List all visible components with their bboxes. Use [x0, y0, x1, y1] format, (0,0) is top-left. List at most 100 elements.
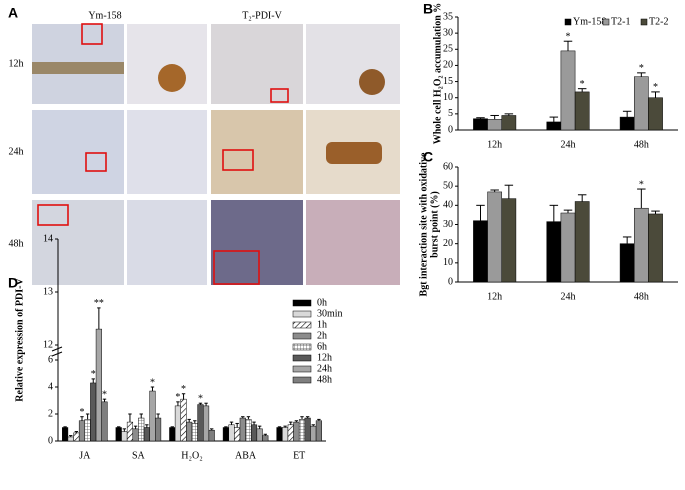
- break-mark: [51, 351, 63, 357]
- y-tick-label: 0: [448, 124, 453, 135]
- bar: [574, 201, 590, 283]
- bar: [546, 221, 562, 283]
- significance-mark: **: [94, 298, 104, 309]
- x-tick-label: SA: [132, 450, 146, 461]
- y-tick-label: 25: [443, 44, 453, 55]
- significance-mark: *: [653, 82, 658, 93]
- y-tick-label: 4: [48, 381, 53, 392]
- bar: [101, 401, 108, 442]
- bar: [633, 207, 649, 283]
- y-axis-label: Whole cell H₂O₂ accumulation %: [432, 3, 443, 145]
- bar: [197, 404, 204, 442]
- micrographs: [32, 23, 400, 285]
- y-tick-label: 6: [48, 354, 53, 365]
- bar: [73, 432, 80, 442]
- legend-label: 0h: [317, 297, 327, 308]
- highlight-box: [85, 152, 107, 172]
- y-tick-label: 2: [48, 408, 53, 419]
- bar: [487, 119, 503, 131]
- column-label: Ym-158: [88, 10, 121, 21]
- row-label: 12h: [9, 58, 24, 69]
- bar: [95, 328, 102, 442]
- bar: [315, 420, 322, 442]
- y-tick-label: 20: [443, 60, 453, 71]
- row-label: 24h: [9, 146, 24, 157]
- micrograph: [127, 24, 207, 104]
- y-tick-label: 10: [443, 92, 453, 103]
- bar: [208, 429, 215, 442]
- bar: [487, 191, 503, 283]
- bar: [310, 425, 317, 442]
- highlight-box: [222, 149, 254, 171]
- bar: [222, 427, 229, 442]
- y-tick-label: 35: [443, 11, 453, 22]
- micrograph: [158, 64, 186, 92]
- legend-label: T2-1: [611, 16, 630, 27]
- highlight-box: [81, 23, 103, 45]
- legend-swatch: [292, 299, 312, 307]
- y-axis-label: Bgt interaction site with oxidative: [418, 152, 429, 296]
- bar: [304, 417, 311, 442]
- bar: [126, 421, 134, 442]
- legend-label: T2-2: [649, 16, 668, 27]
- x-tick-label: 24h: [561, 139, 576, 150]
- bar: [298, 419, 306, 442]
- bar: [234, 427, 241, 442]
- legend-label: 6h: [317, 341, 327, 352]
- legend-swatch: [292, 365, 312, 373]
- bar: [293, 421, 300, 442]
- bar: [287, 424, 294, 442]
- micrograph: [211, 200, 303, 285]
- x-tick-label: 12h: [487, 139, 502, 150]
- significance-mark: *: [175, 392, 180, 403]
- bar: [239, 417, 246, 442]
- x-tick-label: 48h: [634, 291, 649, 302]
- micrograph-panel: A Ym-158 T₂-PDI-V 12h 24h 48h: [8, 5, 400, 285]
- bar: [501, 198, 517, 283]
- row-label: 48h: [9, 238, 24, 249]
- legend-swatch: [292, 332, 312, 340]
- legend-label: 12h: [317, 352, 332, 363]
- bar: [186, 421, 193, 442]
- significance-mark: *: [566, 32, 571, 43]
- bar: [132, 428, 139, 442]
- y-tick-label: 40: [443, 200, 453, 211]
- micrograph: [32, 200, 124, 285]
- micrograph: [306, 24, 400, 104]
- y-tick-label: 5: [448, 108, 453, 119]
- bar: [546, 121, 562, 131]
- significance-mark: *: [102, 389, 107, 400]
- bar: [115, 427, 122, 442]
- micrograph: [127, 200, 207, 285]
- micrograph: [326, 142, 382, 164]
- panel-letter: A: [8, 5, 18, 21]
- bar: [143, 427, 150, 442]
- y-axis-label: burst point (%): [429, 191, 440, 258]
- panel-letter: C: [423, 149, 433, 165]
- legend-label: 2h: [317, 330, 327, 341]
- legend-swatch: [640, 18, 648, 26]
- bar: [78, 420, 86, 442]
- column-label: T₂-PDI-V: [242, 10, 282, 21]
- y-axis-label: Relative expression of PDI-V: [14, 278, 25, 402]
- legend-label: 24h: [317, 363, 332, 374]
- bar: [121, 431, 128, 442]
- bar: [256, 428, 263, 442]
- significance-mark: *: [150, 377, 155, 388]
- bar: [203, 405, 210, 442]
- bar: [501, 115, 517, 131]
- bar: [138, 417, 145, 442]
- bar: [648, 97, 663, 131]
- significance-mark: *: [181, 384, 186, 395]
- y-tick-label: 14: [43, 233, 53, 244]
- y-tick-label: 30: [443, 219, 453, 230]
- micrograph: [127, 110, 207, 194]
- micrograph: [32, 110, 124, 194]
- legend-swatch: [292, 343, 312, 351]
- legend-swatch: [602, 18, 610, 26]
- x-tick-label: 48h: [634, 139, 649, 150]
- legend-swatch: [292, 310, 312, 318]
- y-tick-label: 60: [443, 161, 453, 172]
- y-tick-label: 0: [448, 276, 453, 287]
